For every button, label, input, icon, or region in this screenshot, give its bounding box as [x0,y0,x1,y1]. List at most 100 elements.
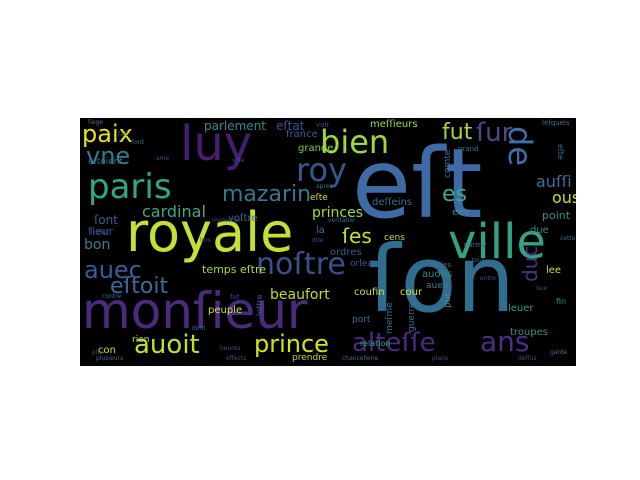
word-leur: leur [536,285,548,292]
word-grande: grande [298,143,334,154]
word-beaufort: beaufort [270,287,330,303]
word-fut-small: fut [230,293,240,301]
word-royale: royale [126,201,294,264]
word-fin: fin [556,297,567,306]
word-peuple: peuple [208,305,243,316]
word-ordres: ordres [330,247,362,258]
word-choses: choſes [428,261,451,269]
word-paix: paix [82,120,133,148]
word-lors: lors [200,237,211,244]
word-vne: vne [86,142,131,170]
word-ville: ville [448,214,546,270]
word-grand: grand [458,145,479,153]
word-marechal: marechal [212,217,240,224]
word-est-large: eſt [352,128,483,240]
word-sieur: ſieur [88,225,114,238]
word-leuer: leuer [508,303,534,314]
word-luy: luy [180,118,253,172]
word-con: con [98,345,116,356]
word-lee: lee [546,265,562,276]
word-siege: ſiege [88,119,103,126]
word-lesquels: leſquels [542,119,570,127]
word-auoit: auoit [134,330,200,360]
word-pur: pur [443,292,453,308]
word-heures: heures [220,345,241,352]
word-sont: ſont [94,213,118,227]
word-france: france [286,129,318,140]
word-estat: eſtat [276,119,305,133]
word-relation: relation [360,339,391,348]
word-ous: ous [552,188,576,207]
word-auons: auons [422,269,453,280]
word-cour: cour [400,287,423,298]
word-rien: rien [132,335,150,345]
word-son: ſon [368,226,515,333]
word-vostre: voſtre [228,213,258,224]
word-garde: garde [550,349,568,356]
word-estoit: eſtoit [110,274,169,299]
word-ses: ſes [342,224,372,248]
word-auec: auec [84,256,142,284]
word-ville-small: ville [232,157,245,164]
word-princes: princes [312,205,364,221]
word-estoient: eſtoient [88,157,124,167]
word-parlement: parlement [204,119,267,133]
word-troupes: troupes [510,327,548,338]
word-cloud: eſt ſon royale monſieur ville luy paris … [80,118,576,366]
word-temps: temps [202,263,237,276]
word-guerre: guerre [407,302,417,332]
word-orleans: orleans [350,259,384,269]
word-mesme: meſme [385,302,395,334]
word-due: due [530,225,549,236]
word-coufin: coufin [354,287,385,298]
word-sont-small: ſont [132,139,144,146]
word-roy: roy [296,151,347,189]
word-apres: apres [316,183,333,190]
word-comte: comte [443,149,453,178]
word-point: point [542,209,571,222]
word-nostre: noſtre [256,247,346,282]
word-entre: entre [480,275,496,282]
word-tous: tous [472,257,485,264]
word-sur: ſur [476,118,513,148]
word-lettre: lettre [255,294,264,316]
word-dire: dire [312,237,324,244]
word-place: place [432,355,449,362]
word-cette: cette [560,235,576,242]
word-eee: eee [452,207,471,218]
word-parmy: parmy [464,241,487,249]
word-veritable: veritable [328,217,355,224]
word-dont: dont [192,325,206,332]
word-plusieurs: plusieurs [96,355,124,362]
word-voir: voir [316,121,330,129]
word-paris: paris [88,167,172,207]
word-contre: contre [102,293,122,300]
word-prendre: prendre [292,353,328,363]
word-prince: prince [254,330,329,358]
word-este-small: eſte [556,144,565,160]
word-monsieur: monſieur [82,282,308,340]
word-auee: auee [426,281,449,291]
word-messieurs: meſſieurs [370,119,418,130]
word-es: es [442,182,467,207]
word-este: eſte [310,193,328,203]
word-estre: eſtre [240,263,267,276]
word-bien: bien [320,123,390,161]
word-duc: duc [518,245,542,282]
word-plus: plus [92,349,105,356]
word-dessus: deſſus [518,355,537,362]
word-fut: fut [442,120,473,145]
word-fait: fait [118,131,128,138]
word-chancellerie: chancellerie [342,355,379,362]
word-ans: ans [480,325,530,358]
word-lieur: lieur [90,227,110,237]
word-la: la [316,225,325,236]
word-altesse: alteſſe [352,328,436,358]
word-port: port [352,315,371,325]
word-aussi: auſſi [536,172,572,191]
word-cens: cens [384,233,405,243]
word-bon: bon [84,237,111,253]
word-effects: effects [226,355,247,362]
word-ame: ame [156,155,170,162]
word-desseins: deſſeins [372,197,413,208]
